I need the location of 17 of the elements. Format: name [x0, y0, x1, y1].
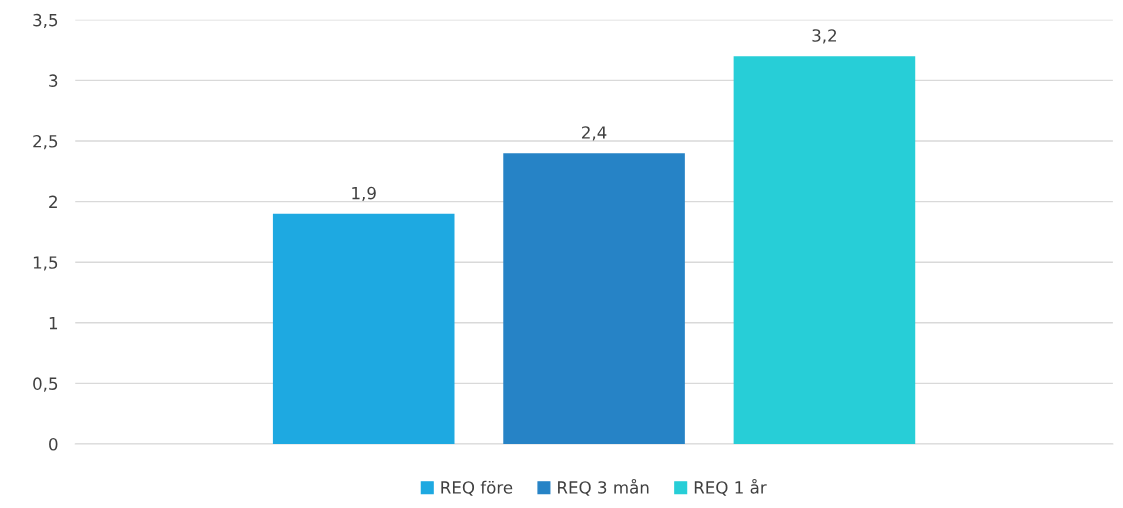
y-tick-label: 0,5: [33, 377, 58, 392]
bar: [733, 56, 916, 444]
data-label: 3,2: [812, 29, 837, 44]
legend-label: REQ före: [441, 480, 513, 496]
y-tick-label: 1,5: [33, 256, 58, 271]
data-label: 2,4: [582, 126, 607, 141]
legend-label: REQ 1 år: [694, 478, 767, 496]
y-tick-label: 1: [49, 316, 58, 330]
legend-label: REQ 3 mån: [558, 478, 649, 496]
bar: [503, 153, 685, 444]
y-tick-label: 2,5: [33, 134, 58, 150]
y-tick-label: 0: [49, 437, 58, 451]
y-tick-label: 3: [49, 74, 58, 87]
data-label: 1,9: [352, 186, 376, 202]
y-tick-label: 2: [49, 195, 57, 208]
y-tick-label: 3,5: [33, 13, 58, 29]
bar: [272, 213, 455, 444]
